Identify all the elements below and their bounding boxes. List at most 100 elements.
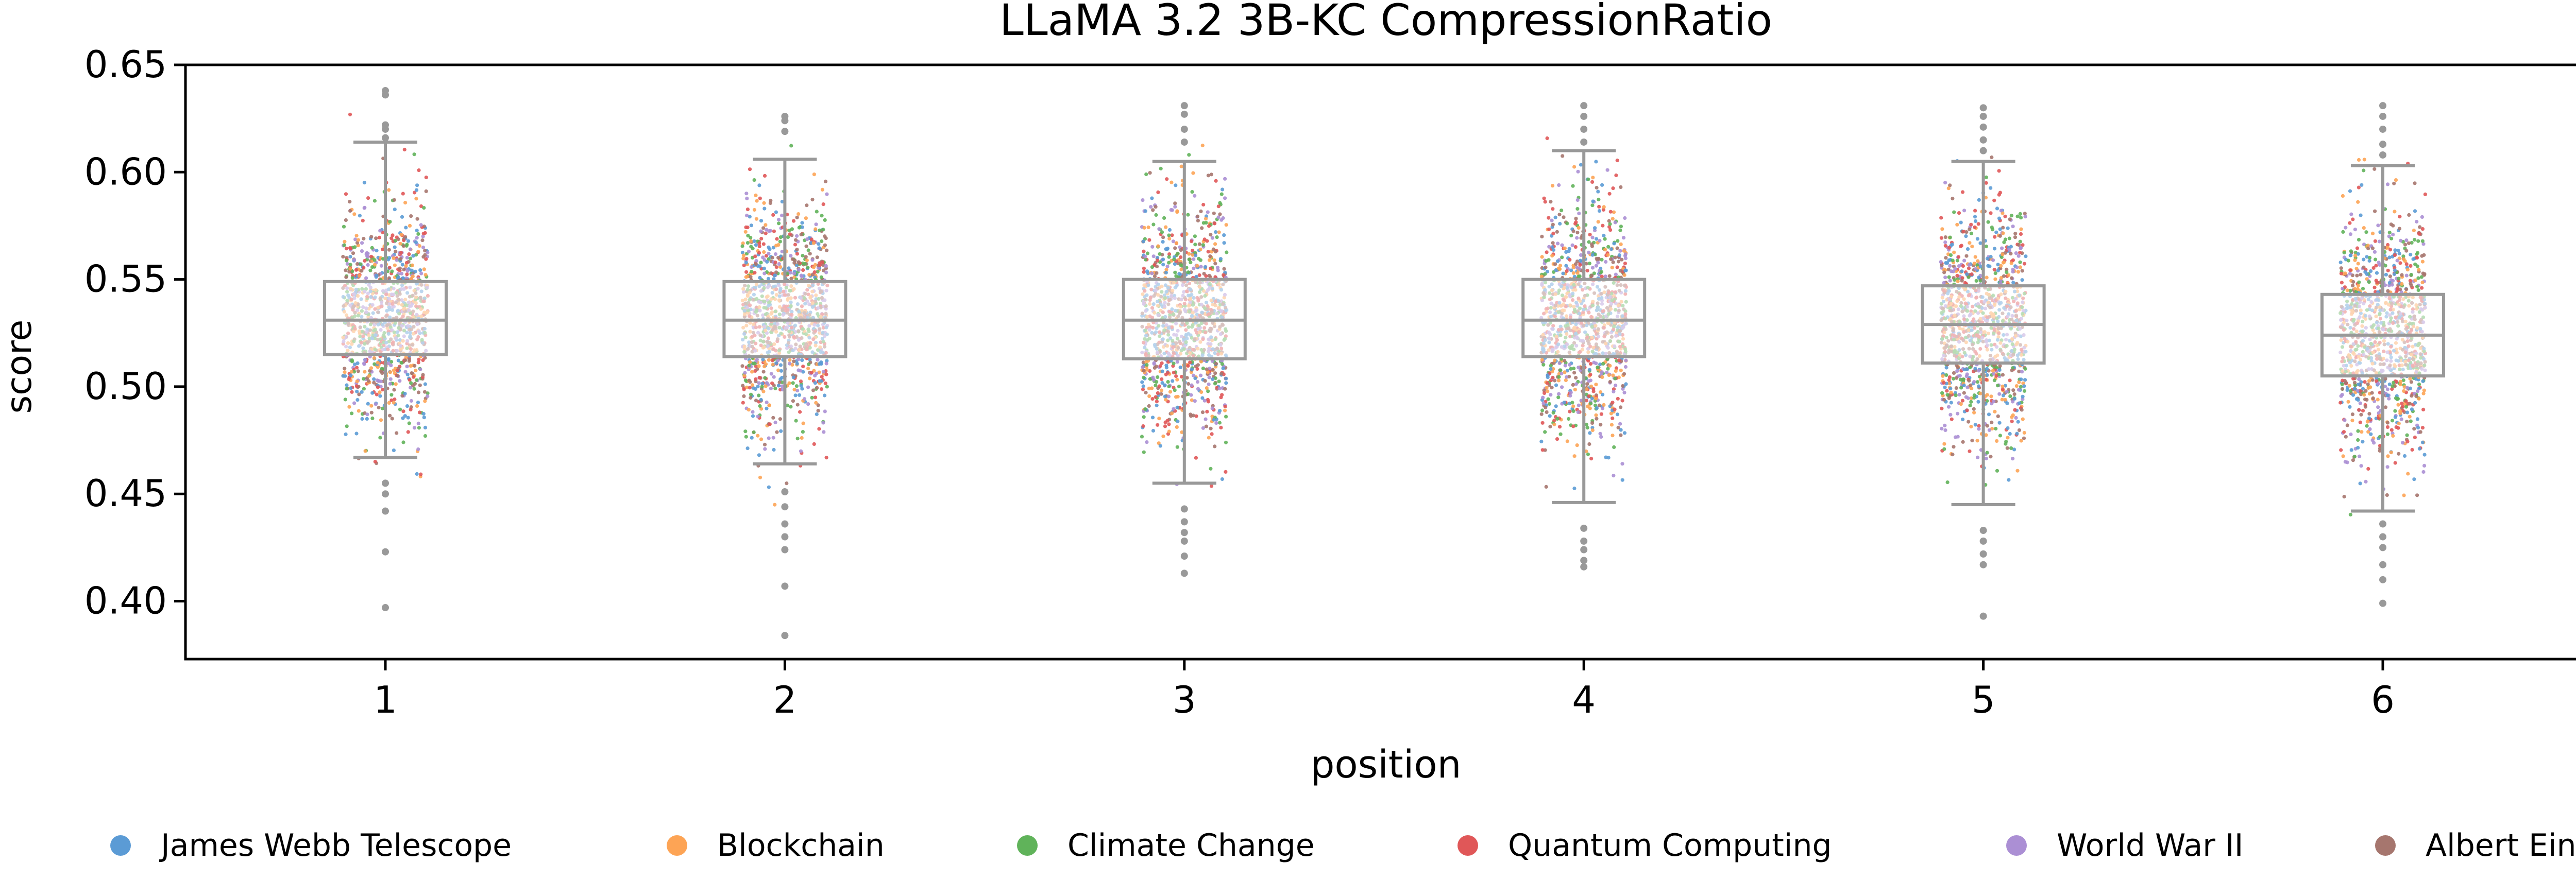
data-point: [402, 238, 406, 243]
data-point: [799, 384, 803, 388]
data-point: [812, 270, 817, 274]
data-point: [1148, 171, 1152, 175]
data-point: [1172, 257, 1176, 262]
data-point: [1945, 480, 1950, 485]
data-point: [369, 254, 374, 258]
data-point: [350, 269, 354, 273]
data-point: [1611, 416, 1615, 420]
data-point: [1141, 365, 1145, 369]
data-point: [2000, 246, 2004, 250]
data-point: [423, 382, 428, 386]
data-point: [423, 434, 428, 438]
data-point: [415, 183, 419, 187]
data-point: [818, 246, 822, 250]
data-point: [423, 273, 428, 277]
data-point: [407, 359, 411, 363]
data-point: [1163, 424, 1167, 428]
data-point: [1172, 371, 1176, 375]
data-point: [772, 229, 776, 233]
data-point: [401, 416, 405, 420]
data-point: [777, 380, 782, 385]
data-point: [790, 227, 794, 231]
data-point: [366, 379, 370, 383]
data-point: [1594, 160, 1598, 164]
data-point: [388, 413, 392, 418]
data-point: [1540, 255, 1544, 259]
data-point: [1594, 383, 1598, 387]
data-point: [775, 430, 779, 434]
data-point: [806, 248, 810, 252]
data-point: [1607, 192, 1612, 196]
data-point: [414, 378, 419, 382]
data-point: [1189, 412, 1193, 417]
data-point: [1145, 440, 1149, 444]
data-point: [1550, 254, 1554, 258]
data-point: [392, 388, 396, 392]
data-point: [767, 358, 771, 362]
data-point: [344, 268, 348, 272]
data-point: [1577, 211, 1581, 216]
data-point: [788, 361, 792, 366]
data-point: [797, 226, 801, 230]
data-point: [1995, 469, 1999, 473]
data-point: [795, 388, 800, 393]
data-point: [1209, 172, 1213, 177]
data-point: [795, 361, 799, 366]
data-point: [1563, 370, 1567, 374]
data-point: [778, 235, 783, 239]
data-point: [740, 364, 744, 368]
data-point: [1940, 426, 1944, 431]
data-point: [1599, 423, 1603, 427]
data-point: [767, 436, 771, 440]
data-point: [820, 261, 825, 265]
data-point: [1952, 210, 1956, 214]
data-point: [1611, 217, 1615, 221]
data-point: [403, 201, 408, 205]
data-point: [751, 386, 755, 390]
data-point: [410, 263, 414, 267]
data-point: [345, 262, 349, 266]
data-point: [1167, 255, 1171, 259]
data-point: [413, 364, 417, 368]
data-point: [403, 358, 408, 363]
data-point: [1210, 236, 1214, 240]
data-point: [1948, 264, 1952, 268]
data-point: [748, 167, 752, 171]
data-point: [353, 237, 358, 241]
data-point: [391, 233, 395, 237]
data-point: [1215, 266, 1220, 270]
data-point: [1553, 262, 1557, 266]
data-point: [1186, 270, 1191, 274]
data-point: [419, 223, 423, 227]
data-point: [773, 273, 777, 278]
data-point: [342, 225, 346, 229]
data-point: [815, 210, 819, 214]
data-point: [1612, 445, 1616, 450]
data-point: [394, 249, 398, 253]
data-point: [1174, 274, 1178, 278]
data-point: [796, 260, 801, 264]
data-point: [1196, 387, 1200, 391]
data-point: [801, 365, 805, 369]
data-point: [1551, 367, 1555, 371]
data-point: [1556, 241, 1560, 246]
data-point: [352, 258, 357, 262]
data-point: [368, 369, 372, 373]
data-point: [360, 241, 364, 245]
data-point: [1599, 412, 1603, 416]
data-point: [416, 360, 420, 365]
data-point: [1594, 264, 1598, 268]
data-point: [1206, 174, 1210, 178]
data-point: [1219, 192, 1224, 196]
data-point: [1584, 387, 1588, 391]
data-point: [771, 246, 775, 250]
data-point: [1140, 380, 1144, 384]
data-point: [404, 261, 409, 265]
data-point: [1571, 404, 1575, 408]
data-point: [1579, 163, 1583, 167]
data-point: [2009, 214, 2013, 218]
data-point: [424, 175, 428, 180]
data-point: [392, 401, 396, 405]
data-point: [767, 403, 771, 407]
data-point: [1187, 382, 1191, 386]
